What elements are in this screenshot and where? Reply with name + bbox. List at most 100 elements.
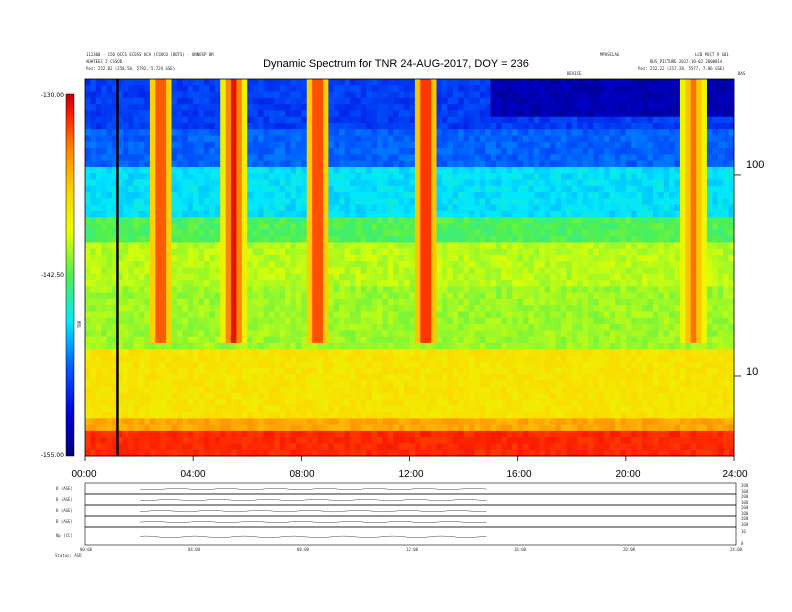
heatmap-cell	[496, 280, 502, 287]
heatmap-cell	[160, 85, 167, 92]
heatmap-cell	[496, 116, 502, 124]
heatmap-cell	[166, 242, 172, 250]
status-footer: Status: ASD	[55, 553, 82, 558]
heatmap-cell	[555, 324, 562, 331]
heatmap-cell	[517, 129, 524, 136]
heatmap-cell	[312, 317, 318, 325]
heatmap-cell	[658, 116, 665, 124]
heatmap-cell	[317, 280, 324, 287]
heatmap-cell	[523, 185, 529, 193]
heatmap-cell	[90, 305, 97, 312]
heatmap-cell	[382, 292, 389, 300]
heatmap-cell	[490, 210, 497, 218]
heatmap-cell	[631, 129, 638, 136]
heatmap-cell	[582, 298, 589, 306]
heatmap-cell	[112, 217, 118, 224]
heatmap-cell	[377, 173, 383, 180]
heatmap-cell	[539, 185, 546, 193]
heatmap-cell	[117, 254, 124, 262]
heatmap-cell	[528, 204, 535, 212]
heatmap-cell	[598, 286, 605, 294]
heatmap-cell	[95, 324, 102, 331]
heatmap-cell	[333, 148, 340, 155]
heatmap-cell	[658, 104, 665, 111]
heatmap-cell	[268, 261, 275, 268]
heatmap-cell	[723, 129, 729, 136]
heatmap-cell	[587, 229, 594, 237]
heatmap-cell	[209, 79, 216, 86]
heatmap-cell	[295, 91, 302, 99]
heatmap-cell	[490, 311, 497, 319]
heatmap-cell	[468, 280, 475, 287]
heatmap-cell	[404, 223, 410, 231]
heatmap-cell	[420, 192, 427, 199]
heatmap-cell	[149, 148, 156, 155]
heatmap-cell	[593, 254, 600, 262]
heatmap-cell	[642, 192, 648, 199]
heatmap-cell	[452, 166, 459, 174]
heatmap-cell	[679, 85, 686, 92]
heatmap-cell	[360, 242, 367, 250]
heatmap-cell	[247, 148, 254, 155]
heatmap-cell	[149, 185, 156, 193]
heatmap-cell	[706, 110, 713, 118]
heatmap-cell	[441, 91, 448, 99]
heatmap-cell	[122, 79, 129, 86]
heatmap-cell	[566, 311, 573, 319]
heatmap-cell	[144, 242, 151, 250]
heatmap-cell	[425, 305, 432, 312]
heatmap-cell	[295, 97, 302, 105]
heatmap-cell	[555, 317, 562, 325]
heatmap-cell	[577, 198, 583, 206]
heatmap-cell	[663, 154, 670, 162]
heatmap-cell	[214, 116, 221, 124]
heatmap-cell	[398, 330, 405, 338]
heatmap-cell	[404, 173, 410, 180]
heatmap-cell	[620, 110, 627, 118]
heatmap-cell	[468, 305, 475, 312]
heatmap-cell	[133, 129, 140, 136]
heatmap-cell	[236, 97, 243, 105]
heatmap-cell	[333, 160, 340, 168]
heatmap-cell	[366, 148, 373, 155]
heatmap-cell	[95, 298, 102, 306]
heatmap-cell	[106, 324, 113, 331]
heatmap-cell	[263, 173, 270, 180]
heatmap-cell	[322, 154, 329, 162]
heatmap-cell	[701, 91, 708, 99]
heatmap-cell	[528, 129, 535, 136]
heatmap-cell	[382, 135, 389, 143]
heatmap-cell	[690, 135, 697, 143]
heatmap-cell	[496, 273, 502, 281]
heatmap-cell	[420, 311, 427, 319]
heatmap-cell	[566, 91, 573, 99]
heatmap-cell	[160, 336, 167, 344]
heatmap-cell	[728, 141, 735, 149]
heatmap-cell	[166, 79, 172, 86]
heatmap-cell	[122, 129, 129, 136]
heatmap-cell	[642, 248, 648, 256]
heatmap-cell	[263, 192, 270, 199]
heatmap-cell	[652, 97, 659, 105]
heatmap-cell	[404, 97, 410, 105]
heatmap-cell	[247, 330, 254, 338]
heatmap-cell	[555, 85, 562, 92]
heatmap-cell	[279, 204, 286, 212]
heatmap-cell	[490, 236, 497, 243]
heatmap-cell	[398, 85, 405, 92]
heatmap-cell	[593, 236, 600, 243]
heatmap-cell	[263, 129, 270, 136]
heatmap-cell	[625, 267, 632, 275]
heatmap-cell	[506, 261, 513, 268]
heatmap-cell	[587, 154, 594, 162]
heatmap-cell	[382, 204, 389, 212]
heatmap-cell	[344, 236, 351, 243]
heatmap-cell	[533, 91, 540, 99]
heatmap-cell	[550, 273, 556, 281]
heatmap-cell	[290, 210, 297, 218]
heatmap-cell	[669, 330, 675, 338]
heatmap-cell	[490, 97, 497, 105]
heatmap-cell	[333, 242, 340, 250]
heatmap-cell	[139, 317, 145, 325]
heatmap-cell	[193, 192, 199, 199]
